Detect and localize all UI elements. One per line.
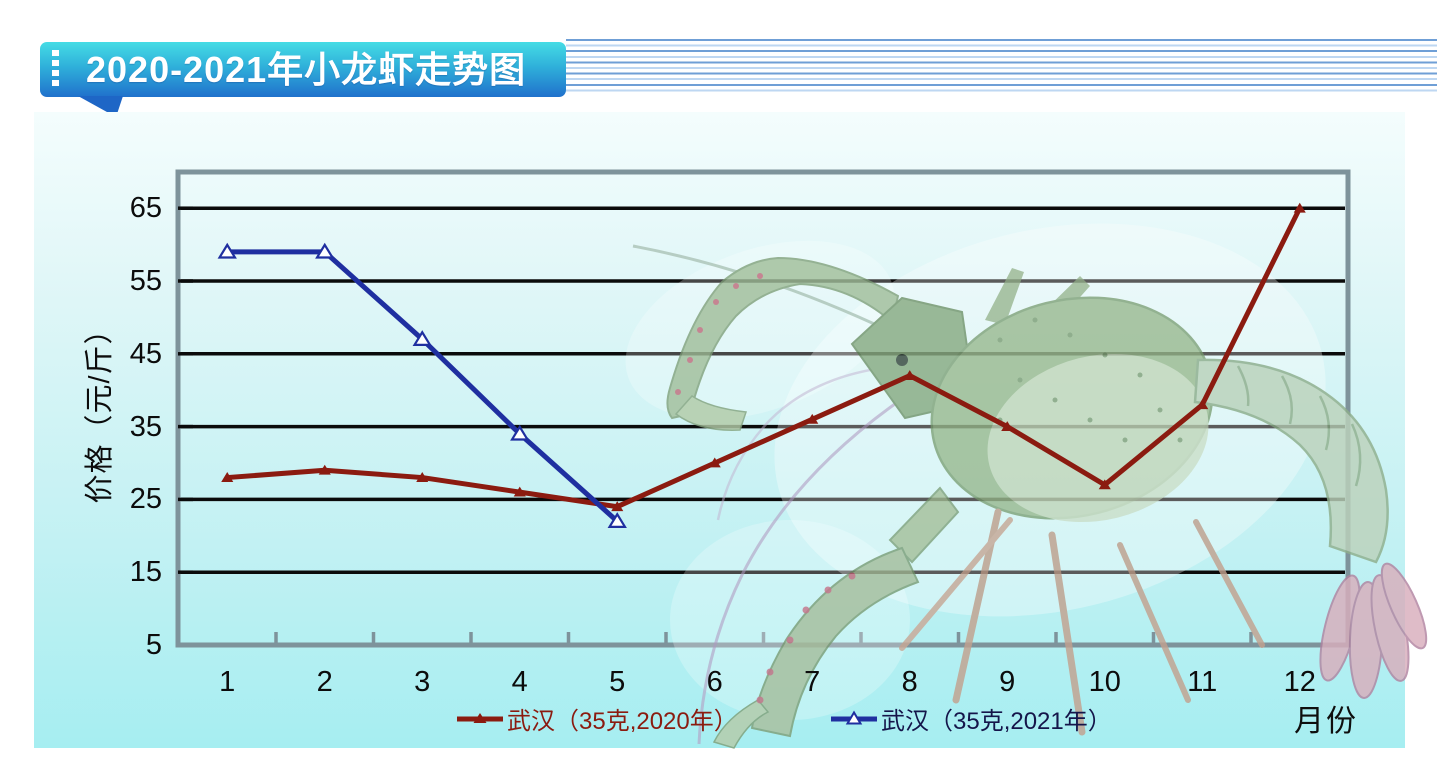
x-tick-label: 8: [901, 666, 918, 698]
x-tick-label: 4: [511, 666, 528, 698]
y-tick-label: 55: [129, 265, 162, 297]
title-banner: 2020-2021年小龙虾走势图: [40, 42, 566, 97]
y-tick-label: 25: [129, 483, 162, 516]
y-tick-label: 15: [129, 556, 162, 589]
x-tick-label: 11: [1187, 666, 1218, 698]
legend-item-2021: 武汉（35克,2021年）: [830, 701, 1112, 736]
banner-tail-decoration: [78, 96, 123, 117]
legend-marker-2021-icon: [831, 710, 877, 724]
y-tick-label: 5: [145, 629, 162, 661]
x-tick-label: 2: [316, 666, 333, 698]
banner-stripe-lines: [566, 39, 1437, 93]
x-tick-label: 1: [219, 666, 236, 698]
x-tick-label: 10: [1088, 666, 1121, 698]
x-tick-label: 6: [706, 666, 723, 698]
y-tick-label: 65: [129, 192, 162, 225]
x-tick-label: 7: [804, 666, 821, 698]
legend-label-2021: 武汉（35克,2021年）: [881, 708, 1112, 735]
chart-panel: [34, 112, 1405, 748]
x-tick-label: 12: [1283, 666, 1316, 698]
banner-dash-icon: [52, 50, 59, 90]
page-title: 2020-2021年小龙虾走势图: [86, 49, 527, 90]
y-tick-label: 35: [129, 410, 162, 443]
x-axis-title: 月份: [1294, 705, 1358, 738]
x-tick-label: 3: [414, 666, 431, 698]
x-tick-label: 9: [999, 666, 1016, 698]
legend-item-2020: 武汉（35克,2020年）: [456, 701, 738, 736]
x-tick-label: 5: [609, 666, 626, 698]
y-tick-label: 45: [129, 337, 162, 370]
legend-label-2020: 武汉（35克,2020年）: [507, 708, 738, 735]
legend-marker-2020-icon: [457, 712, 503, 723]
